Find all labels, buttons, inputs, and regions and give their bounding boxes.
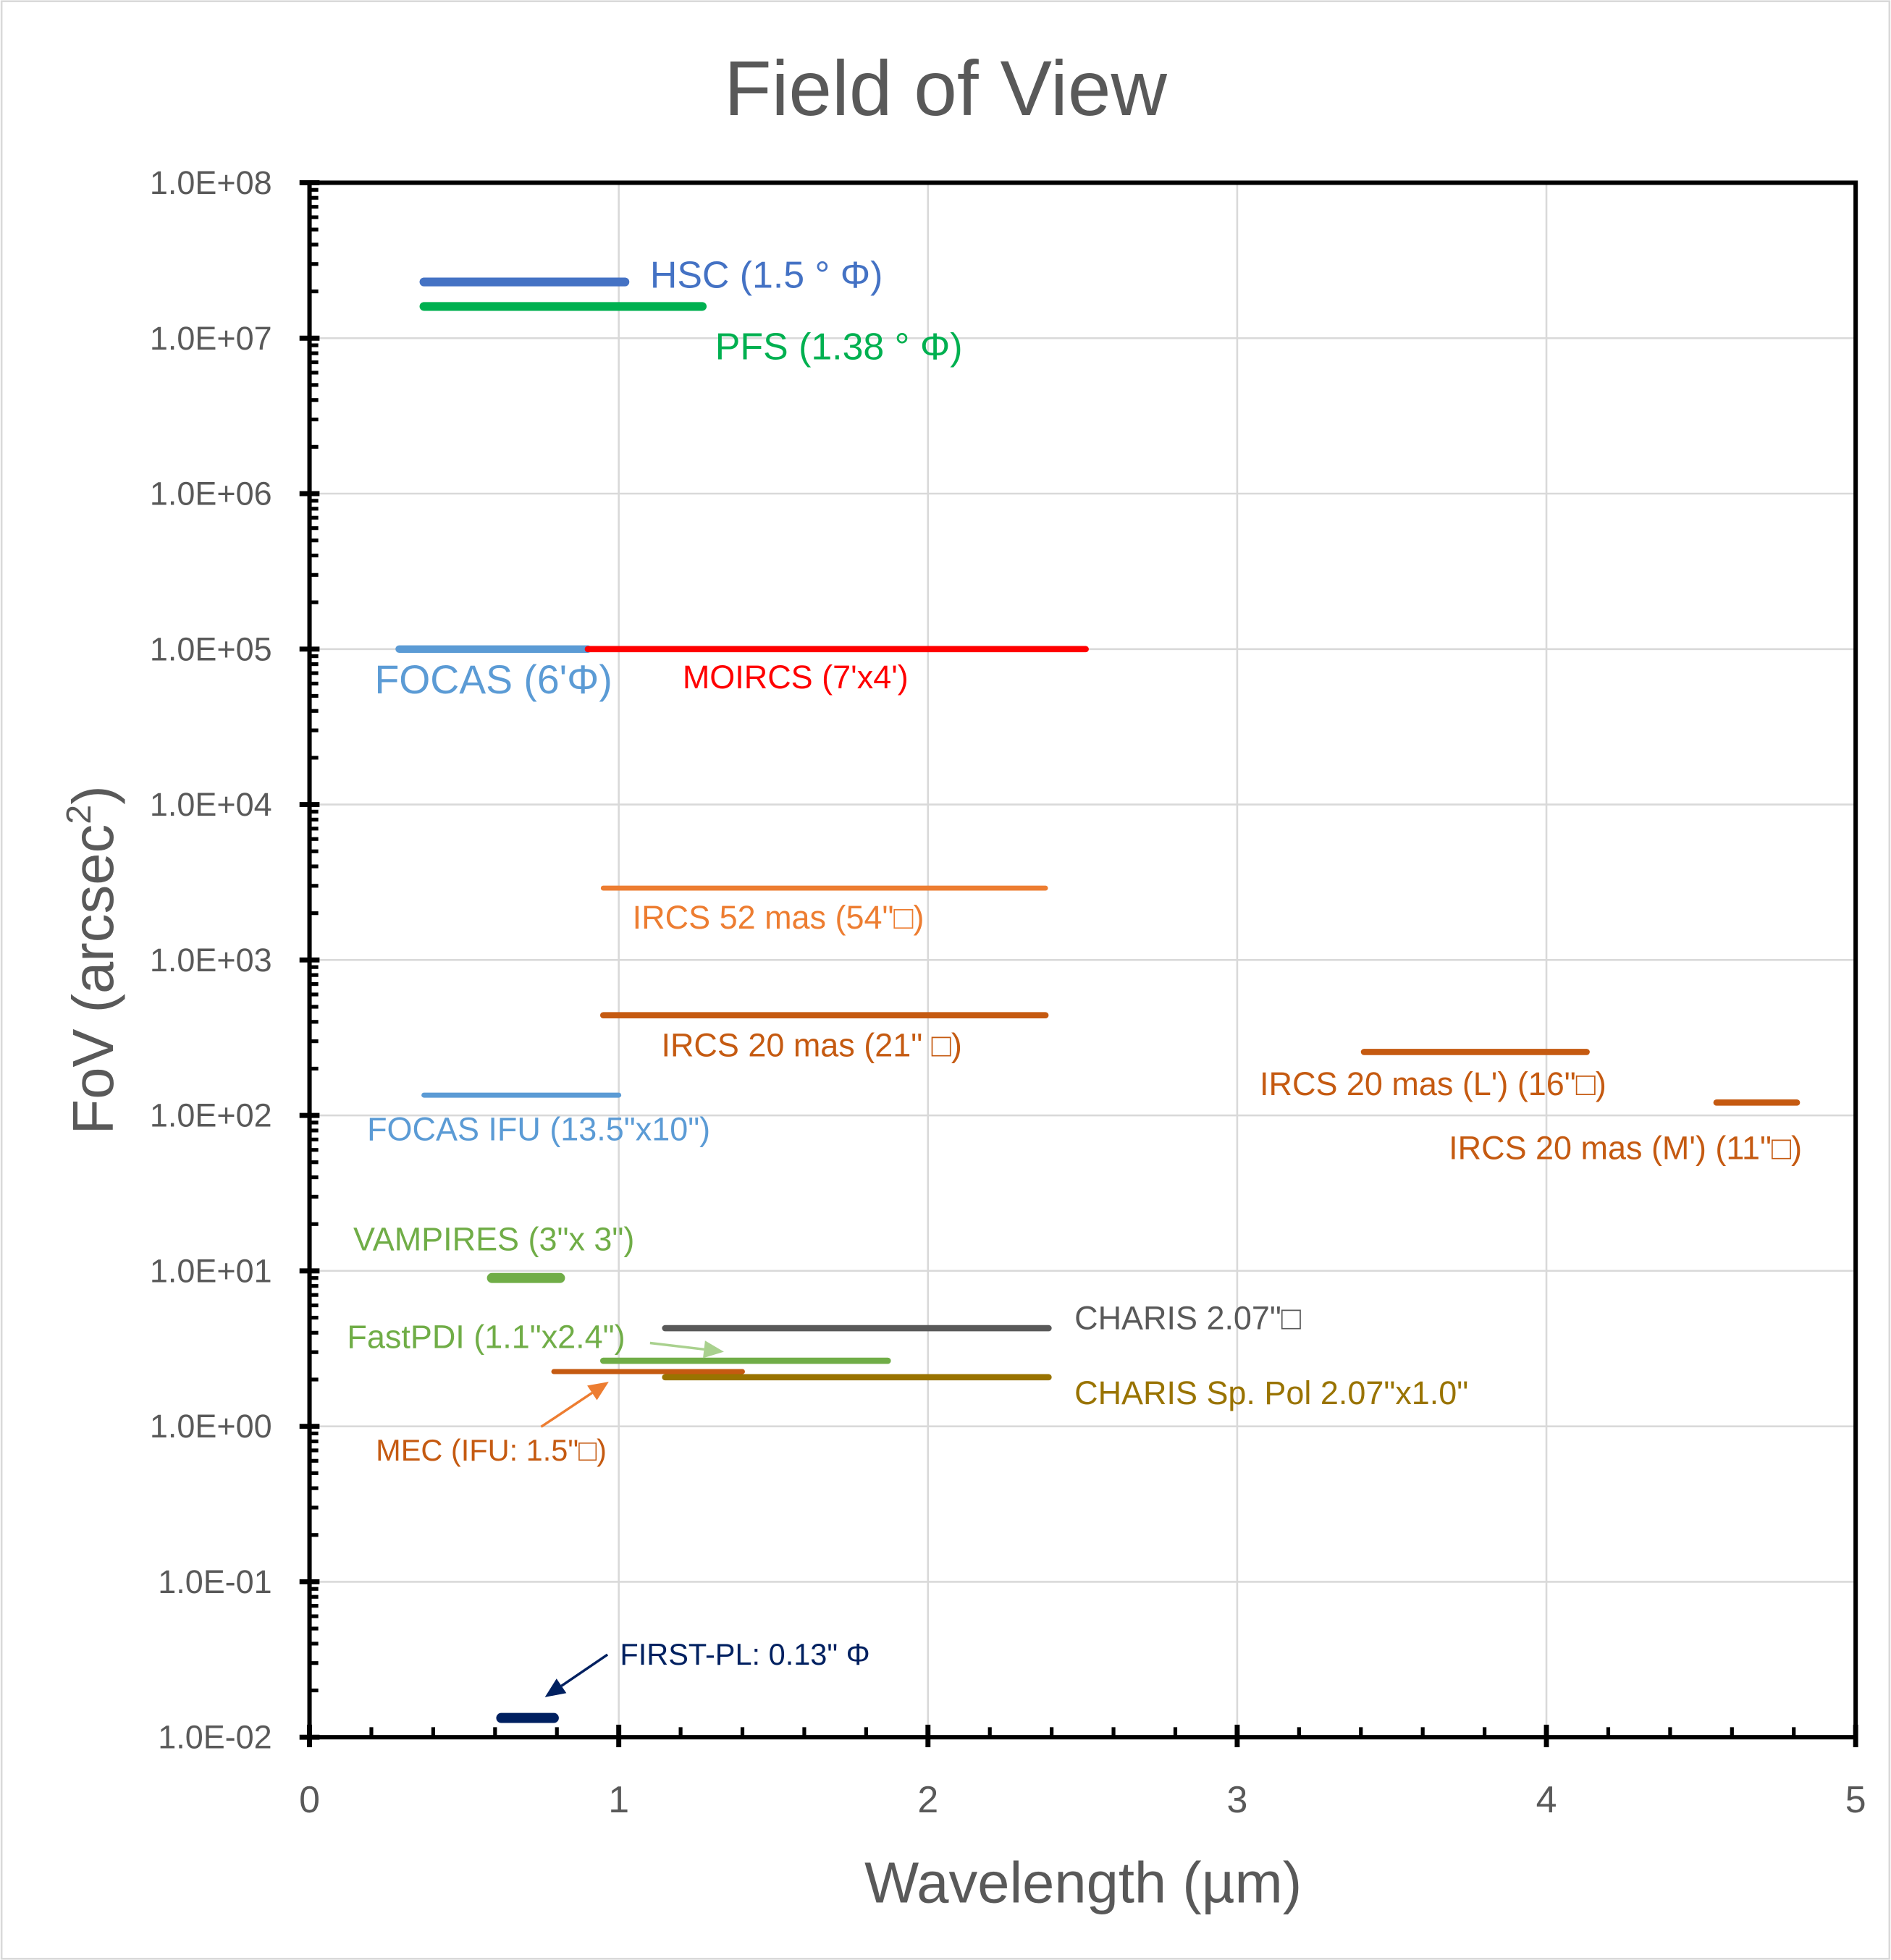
fastpdi-arrow [649,1340,724,1359]
y-tick-label: 1.0E+02 [150,1097,272,1134]
y-tick-label: 1.0E+04 [150,786,272,823]
x-tick-label: 2 [917,1778,938,1820]
x-axis-label: Wavelength (µm) [864,1850,1302,1914]
annotation-arrows [540,1340,724,1697]
y-axis-label-main: FoV (arcsec [61,824,125,1135]
series-label: PFS (1.38 ° Φ) [715,325,963,367]
series-label: IRCS 52 mas (54"□) [633,899,925,936]
x-tick-label: 0 [299,1778,320,1820]
series-label: FOCAS IFU (13.5"x10") [367,1110,710,1147]
x-tick-label: 1 [608,1778,629,1820]
y-axis-label: FoV (arcsec2) [59,785,125,1134]
series-label: CHARIS Sp. Pol 2.07"x1.0" [1074,1374,1468,1411]
chart-title: Field of View [724,45,1167,132]
y-tick-label: 1.0E-02 [158,1719,271,1756]
series-label: HSC (1.5 ° Φ) [650,254,883,296]
x-tick-label: 5 [1845,1778,1866,1820]
series-label: MEC (IFU: 1.5"□) [376,1433,607,1467]
series-label: IRCS 20 mas (M') (11"□) [1449,1129,1802,1166]
series-segments [395,277,1801,1723]
gridlines [309,182,1856,1739]
y-tick-label: 1.0E+03 [150,942,272,979]
y-tick-label: 1.0E+07 [150,320,272,357]
y-tick-label: 1.0E+01 [150,1252,272,1289]
y-tick-label: 1.0E+00 [150,1408,272,1445]
series-label: CHARIS 2.07"□ [1074,1299,1301,1336]
y-tick-label: 1.0E+05 [150,630,272,667]
first-pl-arrow [544,1653,609,1697]
series-label: FIRST-PL: 0.13" Φ [620,1637,869,1671]
y-axis-label-sup: 2 [59,805,98,824]
series-label: FastPDI (1.1"x2.4") [347,1318,625,1355]
series-label: IRCS 20 mas (21" □) [661,1026,961,1063]
y-axis-label-close: ) [61,785,125,805]
y-tick-label: 1.0E+06 [150,476,272,512]
series-label: IRCS 20 mas (L') (16"□) [1260,1065,1606,1102]
y-tick-label: 1.0E-01 [158,1563,271,1600]
series-label: MOIRCS (7'x4') [683,659,909,696]
series-label: FOCAS (6'Φ) [374,657,612,702]
x-tick-label: 3 [1226,1778,1247,1820]
series-labels: HSC (1.5 ° Φ) PFS (1.38 ° Φ) FOCAS (6'Φ) MO… [347,254,1802,1671]
x-tick-label: 4 [1536,1778,1557,1820]
series-label: VAMPIRES (3"x 3") [353,1221,634,1258]
y-tick-label: 1.0E+08 [150,164,272,201]
axes: 1.0E-02 1.0E-01 1.0E+00 1.0E+01 1.0E+02 1.0E+… [150,164,1866,1820]
mec-arrow [540,1382,609,1428]
